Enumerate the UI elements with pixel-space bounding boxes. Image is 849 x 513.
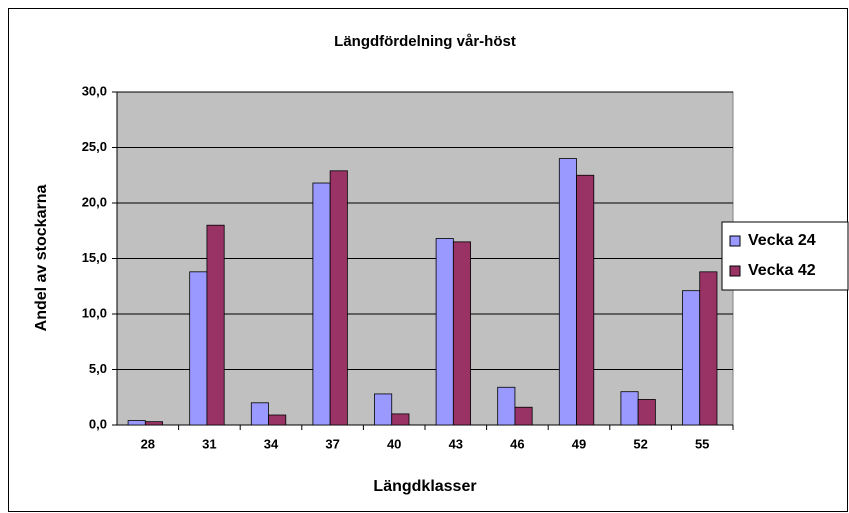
legend-label: Vecka 42 <box>748 262 816 279</box>
bar <box>682 290 701 426</box>
x-tick-label: 43 <box>449 436 463 451</box>
bar <box>699 271 718 426</box>
bar <box>637 399 656 426</box>
legend-swatch <box>729 235 741 247</box>
bar <box>144 421 163 426</box>
x-axis-title: Längdklasser <box>373 478 476 495</box>
y-tick-label: 0,0 <box>89 416 107 431</box>
x-tick-label: 34 <box>264 436 279 451</box>
bar <box>514 406 533 426</box>
x-tick-label: 55 <box>695 436 709 451</box>
bar <box>576 174 595 426</box>
x-tick-label: 49 <box>572 436 586 451</box>
x-tick-label: 37 <box>325 436 339 451</box>
y-tick-label: 5,0 <box>89 361 107 376</box>
x-tick-label: 46 <box>510 436 524 451</box>
bar <box>189 271 208 426</box>
bar <box>127 420 146 426</box>
y-tick-label: 30,0 <box>82 83 107 98</box>
y-tick-label: 10,0 <box>82 305 107 320</box>
y-tick-label: 25,0 <box>82 139 107 154</box>
y-tick-label: 15,0 <box>82 250 107 265</box>
bar <box>497 386 516 426</box>
bar <box>312 182 331 426</box>
bar <box>391 413 410 426</box>
bar <box>620 391 639 426</box>
x-tick-label: 40 <box>387 436 401 451</box>
x-tick-label: 52 <box>633 436 647 451</box>
bar <box>250 402 269 426</box>
bar <box>452 241 471 426</box>
bar <box>329 170 348 426</box>
legend-label: Vecka 24 <box>748 232 816 249</box>
x-tick-label: 31 <box>202 436 216 451</box>
bar <box>206 224 225 426</box>
legend-box <box>721 221 849 291</box>
bar <box>374 393 393 426</box>
x-tick-label: 28 <box>141 436 155 451</box>
bar <box>268 414 287 426</box>
bar <box>558 158 577 426</box>
y-axis-title: Andel av stockarna <box>33 185 50 332</box>
legend-swatch <box>729 265 741 277</box>
bar <box>435 238 454 426</box>
y-tick-label: 20,0 <box>82 194 107 209</box>
chart-title: Längdfördelning vår-höst <box>334 33 516 50</box>
